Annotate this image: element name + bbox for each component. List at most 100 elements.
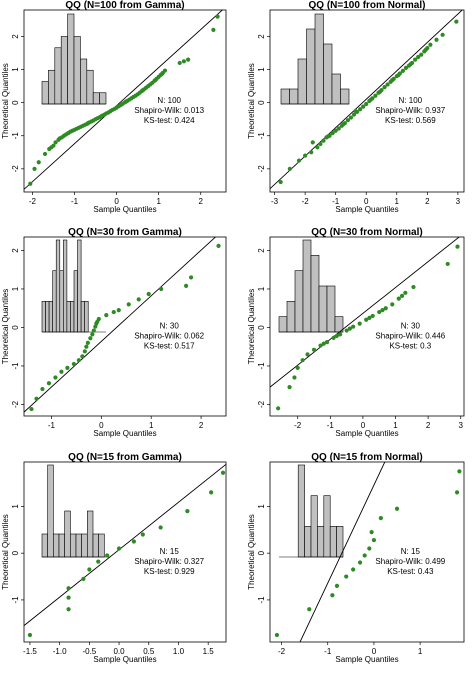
histogram-bar bbox=[64, 510, 71, 558]
data-point bbox=[59, 369, 64, 374]
data-point bbox=[434, 37, 439, 42]
data-point bbox=[278, 179, 283, 185]
data-point bbox=[428, 42, 433, 47]
data-point bbox=[81, 576, 86, 581]
histogram-bar bbox=[60, 36, 68, 105]
y-tick-label: 2 bbox=[257, 248, 266, 253]
data-point bbox=[215, 14, 220, 19]
data-point bbox=[287, 385, 292, 390]
x-axis-label: Sample Quantiles bbox=[93, 429, 156, 438]
histogram-bar bbox=[286, 301, 296, 333]
data-point bbox=[399, 293, 405, 298]
histogram-bar bbox=[92, 92, 100, 105]
y-axis-label: Theoretical Quantiles bbox=[1, 63, 10, 139]
x-tick-label: -2 bbox=[294, 421, 302, 430]
data-point bbox=[36, 160, 41, 165]
data-point bbox=[136, 297, 141, 302]
data-point bbox=[413, 57, 418, 62]
histogram-bar bbox=[304, 526, 312, 558]
data-point bbox=[153, 78, 158, 83]
data-point bbox=[216, 243, 221, 248]
stat-n: N: 100 bbox=[399, 96, 423, 105]
qq-panel-4: QQ (N=30 from Normal) -2 -1 0 1 2 3 -2 -1 0 1 2 Samp… bbox=[247, 227, 465, 438]
stat-ks-test: KS-test: 0.517 bbox=[144, 342, 195, 351]
x-axis-label: Sample Quantiles bbox=[335, 429, 398, 438]
stat-ks-test: KS-test: 0.3 bbox=[389, 342, 431, 351]
stat-n: N: 15 bbox=[401, 547, 421, 556]
histogram-bar bbox=[297, 464, 305, 558]
x-axis-label: Sample Quantiles bbox=[335, 205, 398, 214]
x-tick-label: 2 bbox=[426, 421, 431, 430]
data-point bbox=[140, 532, 145, 537]
data-point bbox=[419, 52, 424, 57]
histogram-bar bbox=[75, 533, 82, 558]
data-point bbox=[46, 381, 52, 386]
x-tick-label: -2 bbox=[302, 197, 310, 206]
data-point bbox=[87, 567, 92, 572]
y-axis-label: Theoretical Quantiles bbox=[1, 514, 10, 590]
data-point bbox=[400, 68, 405, 73]
data-point bbox=[364, 317, 369, 322]
data-point bbox=[445, 261, 450, 267]
y-axis-label: Theoretical Quantiles bbox=[1, 289, 10, 365]
y-tick-label: 0 bbox=[11, 325, 20, 330]
histogram-bar bbox=[70, 533, 77, 558]
x-tick-label: 0.5 bbox=[143, 647, 155, 656]
reference-line bbox=[24, 237, 217, 413]
y-tick-label: 0 bbox=[257, 325, 266, 330]
data-point bbox=[140, 88, 145, 93]
x-tick-label: 3 bbox=[459, 421, 464, 430]
data-point bbox=[361, 104, 366, 109]
x-axis-label: Sample Quantiles bbox=[93, 655, 156, 664]
stat-ks-test: KS-test: 0.43 bbox=[387, 567, 434, 576]
y-tick-label: -2 bbox=[11, 400, 20, 408]
data-point bbox=[344, 328, 349, 333]
data-point bbox=[29, 406, 34, 412]
data-point bbox=[351, 324, 356, 329]
data-point bbox=[383, 306, 388, 311]
data-point bbox=[334, 333, 339, 339]
histogram-bar bbox=[73, 270, 78, 333]
x-tick-label: 0 bbox=[361, 421, 366, 430]
data-point bbox=[53, 140, 58, 145]
data-point bbox=[305, 352, 310, 357]
data-point bbox=[390, 302, 395, 307]
histogram-bar bbox=[80, 58, 88, 105]
x-tick-label: 3 bbox=[456, 197, 461, 206]
panel-title: QQ (N=30 from Gamma) bbox=[68, 227, 182, 238]
data-point bbox=[300, 358, 305, 363]
data-point bbox=[209, 490, 214, 495]
data-point bbox=[85, 121, 91, 126]
histogram-bar bbox=[45, 301, 50, 333]
histogram-bar bbox=[99, 92, 107, 105]
data-point bbox=[390, 78, 395, 83]
histogram-bar bbox=[84, 301, 89, 333]
data-point bbox=[331, 335, 336, 340]
histogram-bar bbox=[77, 239, 82, 333]
data-point bbox=[292, 375, 297, 380]
y-axis-label: Theoretical Quantiles bbox=[247, 514, 256, 590]
data-point bbox=[307, 607, 312, 612]
data-point bbox=[66, 607, 71, 612]
reference-line bbox=[24, 463, 226, 626]
y-tick-label: -2 bbox=[11, 165, 20, 173]
y-tick-label: 0 bbox=[11, 550, 20, 555]
histogram-bar bbox=[86, 69, 94, 105]
histogram-bar bbox=[58, 533, 65, 558]
plot-frame bbox=[269, 236, 465, 417]
y-tick-label: -2 bbox=[257, 400, 266, 408]
data-point bbox=[341, 122, 346, 127]
x-tick-label: -1 bbox=[71, 197, 79, 206]
y-tick-label: -1 bbox=[257, 362, 266, 370]
histogram-inset bbox=[279, 464, 344, 558]
data-point bbox=[385, 82, 390, 87]
x-tick-label: 0 bbox=[364, 197, 369, 206]
histogram-bar bbox=[59, 270, 64, 333]
data-point bbox=[34, 396, 39, 401]
y-tick-label: 2 bbox=[11, 248, 20, 253]
data-point bbox=[416, 54, 421, 60]
data-point bbox=[382, 85, 387, 90]
x-tick-label: 1.0 bbox=[173, 647, 185, 656]
data-point bbox=[333, 128, 338, 133]
